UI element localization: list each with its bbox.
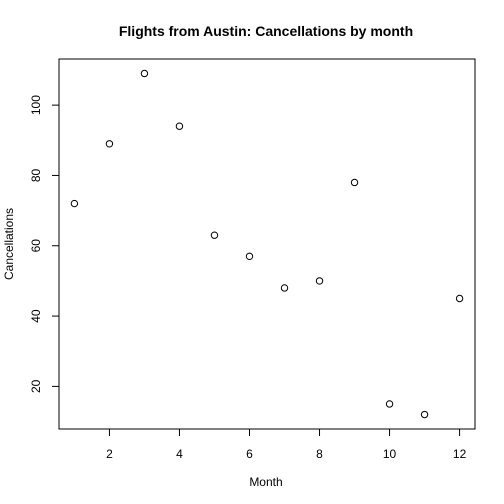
y-tick-label: 80 [29,168,43,182]
data-point [455,294,464,303]
data-point [245,252,254,261]
plot-frame [58,58,476,430]
data-point [175,122,184,130]
x-axis: 2 4 6 8 10 12 [106,428,467,461]
data-point [315,277,324,285]
y-axis: 20 40 60 80 100 [29,95,60,393]
y-tick-label: 100 [29,95,43,115]
data-point [280,284,289,292]
data-point [105,140,114,148]
data-point [385,400,394,408]
data-point [140,69,149,78]
data-point [210,231,219,239]
data-points [70,69,464,419]
y-tick-label: 20 [29,379,43,393]
data-point [420,410,429,419]
y-tick-label: 40 [29,309,43,323]
x-tick-label: 10 [383,447,397,461]
x-tick-label: 6 [246,447,253,461]
chart-title: Flights from Austin: Cancellations by mo… [119,23,413,39]
x-tick-label: 12 [453,447,467,461]
x-tick-label: 4 [176,447,183,461]
x-tick-label: 2 [106,447,113,461]
y-tick-label: 60 [29,239,43,253]
x-axis-label: Month [249,475,282,489]
x-tick-label: 8 [316,447,323,461]
data-point [70,199,79,208]
y-axis-label: Cancellations [2,208,16,280]
data-point [350,178,359,187]
